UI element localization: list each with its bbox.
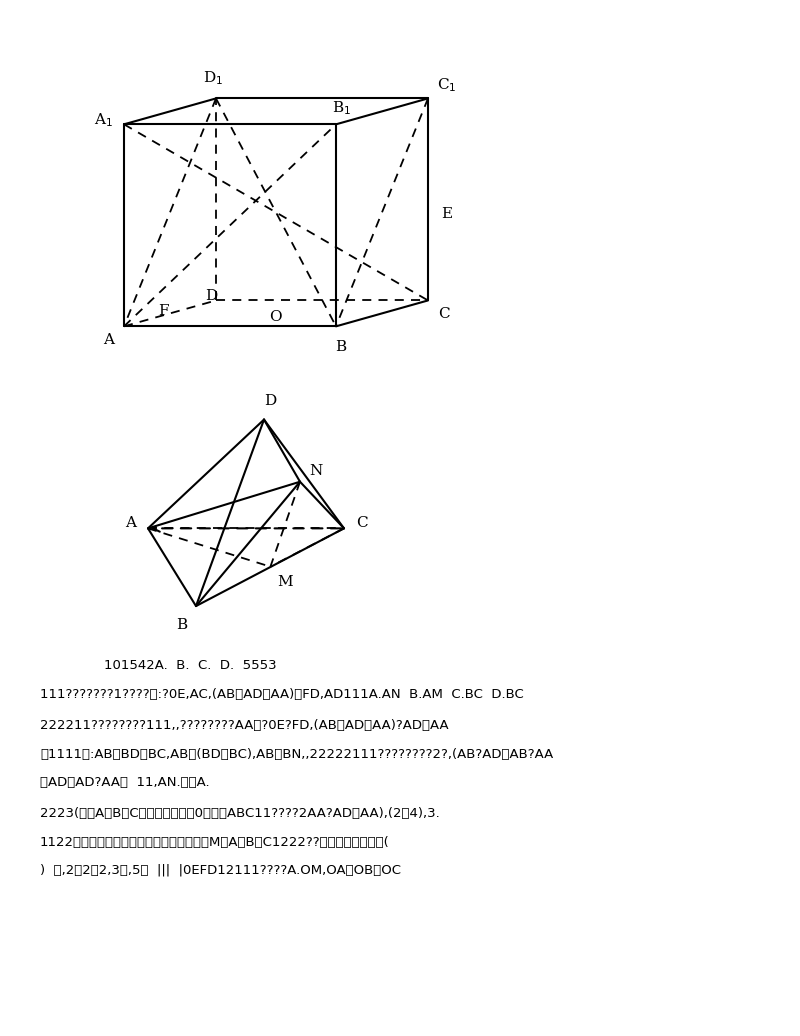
Text: M: M [277, 575, 293, 589]
Text: C: C [356, 516, 367, 530]
Text: A: A [125, 516, 136, 530]
Text: 222211????????111,,????????AA～?0E?FD,(AB，AD，AA)?AD，AA: 222211????????111,,????????AA～?0E?FD,(AB… [40, 719, 449, 731]
Text: B: B [336, 340, 346, 353]
Text: A: A [103, 333, 114, 347]
Text: C$_1$: C$_1$ [437, 76, 457, 94]
Text: N: N [310, 464, 322, 479]
Text: 111???????1????解:?0E,AC,(AB，AD，AA)～FD,AD111A.AN  B.AM  C.BC  D.BC: 111???????1????解:?0E,AC,(AB，AD，AA)～FD,AD… [40, 688, 524, 700]
Text: O: O [270, 310, 282, 323]
Text: ，AD，AD?AA，  11,AN.故选A.: ，AD，AD?AA， 11,AN.故选A. [40, 776, 210, 788]
Text: 101542A.  B.  C.  D.  5553: 101542A. B. C. D. 5553 [104, 659, 277, 671]
Text: )  而,2，2，2,3～,5～  |||  |0EFD12111????A.OM,OA，OB，OC: ) 而,2，2，2,3～,5～ ||| |0EFD12111????A.OM,O… [40, 864, 401, 876]
Text: E: E [441, 207, 452, 222]
Text: 1122外一点，则在下列各条件中，能得到点M与A，B，C1222??一定共面的条件为(: 1122外一点，则在下列各条件中，能得到点M与A，B，C1222??一定共面的条… [40, 836, 390, 848]
Text: C: C [438, 307, 450, 321]
Text: B$_1$: B$_1$ [332, 99, 350, 117]
Text: ，1111解:AB，BD，BC,AB，(BD，BC),AB，BN,,22222111????????2?,(AB?AD，AB?AA: ，1111解:AB，BD，BC,AB，(BD，BC),AB，BN,,222221… [40, 748, 554, 760]
Text: 2223(已知A，B，C三点不共线，点0是平面ABC11????2AA?AD，AA),(2，4),3.: 2223(已知A，B，C三点不共线，点0是平面ABC11????2AA?AD，A… [40, 807, 440, 819]
Text: D: D [264, 394, 277, 408]
Text: D: D [205, 289, 217, 304]
Text: D$_1$: D$_1$ [203, 69, 223, 87]
Text: B: B [176, 617, 187, 632]
Text: F: F [158, 305, 169, 318]
Text: A$_1$: A$_1$ [94, 112, 113, 130]
